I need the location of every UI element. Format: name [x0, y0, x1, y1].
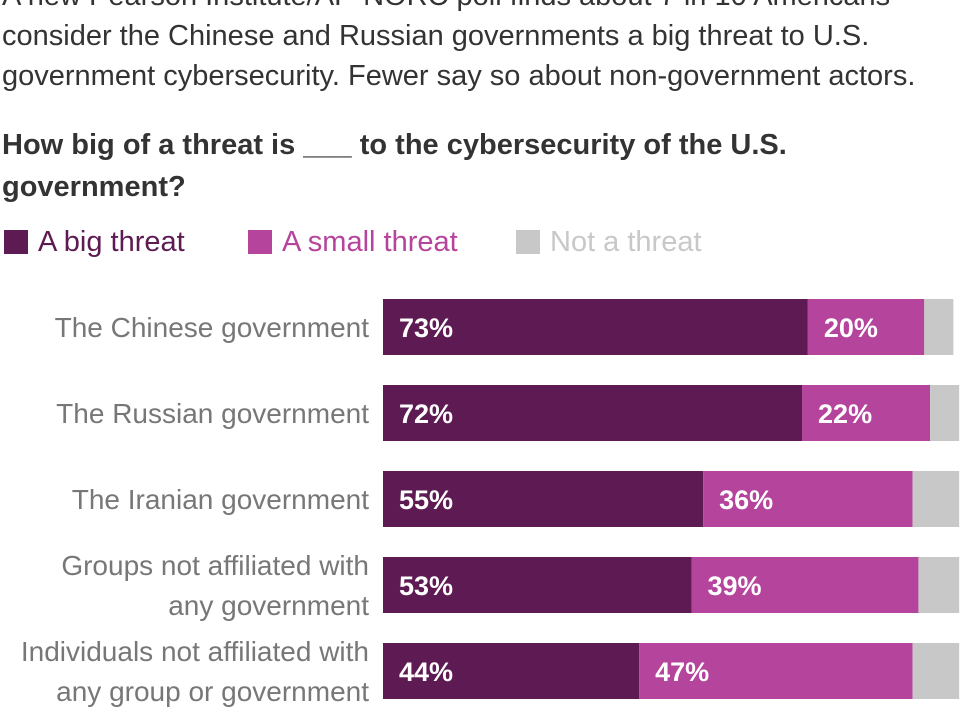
- bar-not-a-threat-5: [912, 643, 960, 699]
- intro-text: A new Pearson Institute/AP-NORC poll fin…: [2, 0, 916, 92]
- bar-a-big-threat-1: [383, 299, 808, 355]
- category-label-3: The Iranian government: [72, 484, 370, 515]
- legend-swatch-big-threat: [4, 230, 28, 254]
- category-label-line: Groups not affiliated with: [61, 550, 369, 581]
- value-label-a-small-threat-2: 22%: [818, 399, 872, 429]
- value-label-a-small-threat-5: 47%: [655, 657, 709, 687]
- bar-not-a-threat-1: [924, 299, 954, 355]
- category-label-1: The Chinese government: [55, 312, 370, 343]
- value-label-a-big-threat-4: 53%: [399, 571, 453, 601]
- value-label-a-big-threat-2: 72%: [399, 399, 453, 429]
- category-label-line: any group or government: [56, 676, 369, 707]
- bar-a-big-threat-2: [383, 385, 803, 441]
- question-line-1: How big of a threat is ___ to the cybers…: [2, 129, 787, 161]
- category-label-line: The Russian government: [56, 398, 369, 429]
- value-label-a-big-threat-3: 55%: [399, 485, 453, 515]
- category-label-line: any government: [168, 590, 369, 621]
- bar-a-big-threat-5: [383, 643, 640, 699]
- bar-a-small-threat-1: [807, 299, 925, 355]
- chart-question: How big of a threat is ___ to the cybers…: [2, 124, 902, 208]
- category-label-line: The Chinese government: [55, 312, 370, 343]
- category-label-5: Individuals not affiliated with any group…: [21, 636, 369, 707]
- bar-a-big-threat-4: [383, 557, 692, 613]
- category-label-2: The Russian government: [56, 398, 369, 429]
- value-label-a-small-threat-4: 39%: [707, 571, 761, 601]
- bar-not-a-threat-4: [918, 557, 960, 613]
- value-label-a-small-threat-1: 20%: [824, 313, 878, 343]
- legend-label-not-a-threat: Not a threat: [550, 226, 702, 258]
- category-label-line: Individuals not affiliated with: [21, 636, 369, 667]
- value-label-a-big-threat-5: 44%: [399, 657, 453, 687]
- bar-a-small-threat-2: [802, 385, 931, 441]
- bar-a-big-threat-3: [383, 471, 704, 527]
- category-label-line: The Iranian government: [72, 484, 370, 515]
- bar-not-a-threat-2: [930, 385, 960, 441]
- bar-not-a-threat-3: [912, 471, 960, 527]
- legend-label-big-threat: A big threat: [38, 226, 185, 258]
- legend-label-small-threat: A small threat: [282, 226, 458, 258]
- category-label-4: Groups not affiliated with any government: [61, 550, 369, 621]
- question-line-2: government?: [2, 171, 186, 203]
- value-label-a-big-threat-1: 73%: [399, 313, 453, 343]
- legend-swatch-small-threat: [248, 230, 272, 254]
- bar-a-small-threat-5: [639, 643, 913, 699]
- bar-a-small-threat-4: [691, 557, 919, 613]
- bar-a-small-threat-3: [703, 471, 913, 527]
- legend-swatch-not-a-threat: [516, 230, 540, 254]
- value-label-a-small-threat-3: 36%: [719, 485, 773, 515]
